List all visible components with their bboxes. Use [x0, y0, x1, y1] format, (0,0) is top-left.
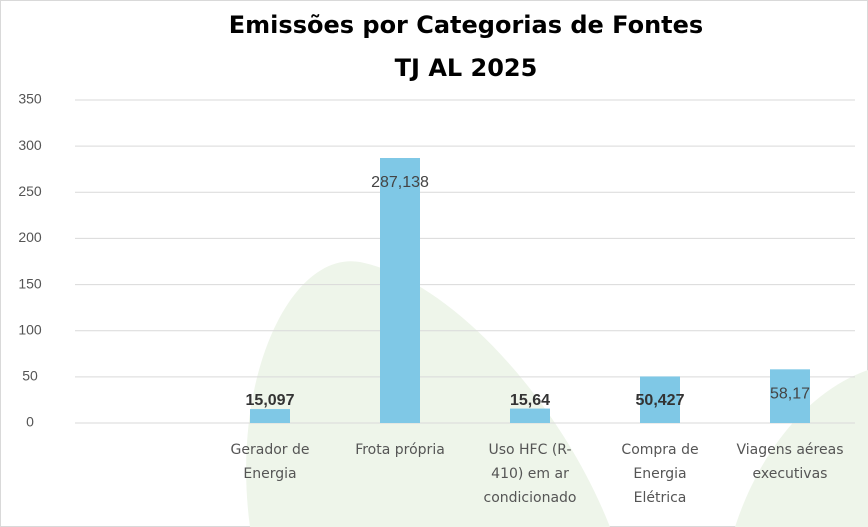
data-label: 50,427 [636, 392, 685, 409]
chart-subtitle: TJ AL 2025 [395, 54, 538, 82]
x-tick-label: Compra de Energia Elétrica [605, 438, 715, 510]
bar [250, 409, 290, 423]
x-tick-label: Frota própria [345, 438, 455, 462]
data-label: 58,17 [770, 386, 810, 403]
data-label: 287,138 [371, 174, 429, 191]
x-tick-label: Uso HFC (R-410) em ar condicionado [475, 438, 585, 510]
chart-title: Emissões por Categorias de Fontes [229, 11, 703, 39]
bar [380, 158, 420, 423]
y-tick-label: 0 [26, 414, 34, 430]
y-tick-label: 150 [18, 275, 42, 291]
y-tick-label: 200 [18, 229, 42, 245]
data-label: 15,097 [246, 392, 295, 409]
x-tick-label: Gerador de Energia [215, 438, 325, 486]
y-tick-label: 100 [18, 321, 42, 337]
chart-container: Emissões por Categorias de Fontes TJ AL … [0, 0, 868, 527]
y-tick-label: 250 [18, 183, 42, 199]
data-label: 15,64 [510, 392, 550, 409]
y-tick-label: 300 [18, 137, 42, 153]
y-tick-label: 50 [22, 368, 38, 384]
y-tick-label: 350 [18, 91, 42, 107]
bar [510, 409, 550, 423]
x-tick-label: Viagens aéreas executivas [735, 438, 845, 486]
